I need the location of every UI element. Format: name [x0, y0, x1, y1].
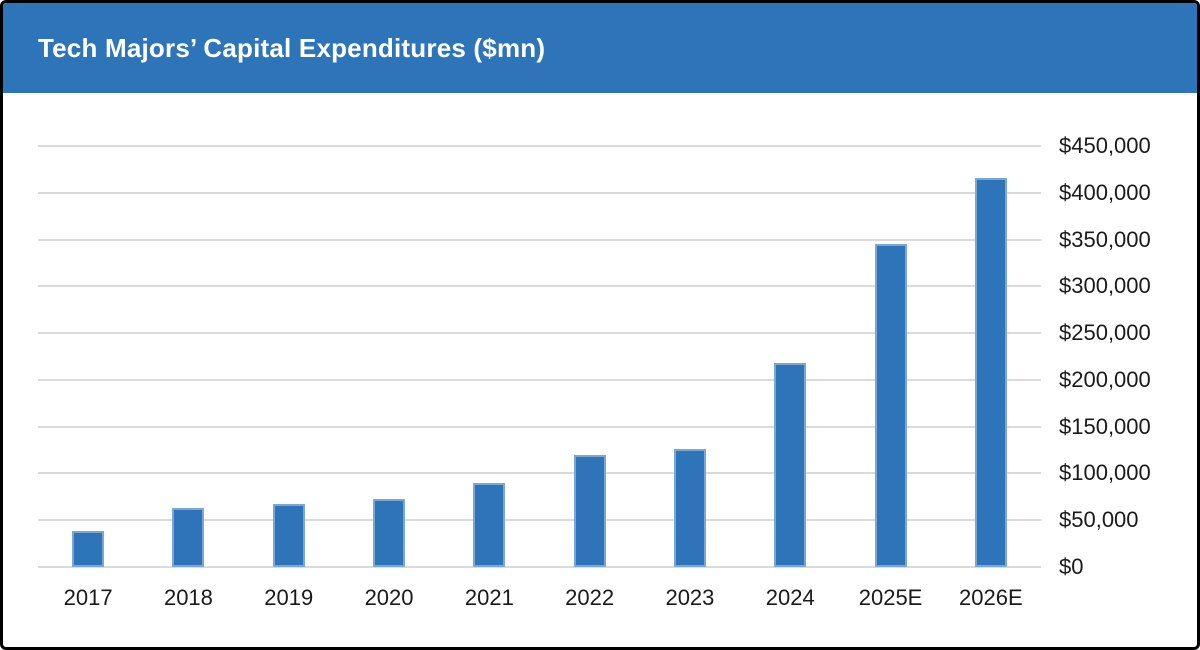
x-axis-tick-label: 2021 [464, 585, 514, 610]
bar-2019 [272, 504, 305, 567]
y-axis-tick-label: $0 [1059, 554, 1084, 579]
gridline [38, 472, 1041, 475]
y-axis-tick-label: $100,000 [1059, 460, 1151, 486]
y-axis-tick-label: $450,000 [1059, 133, 1151, 158]
bar-2021 [473, 483, 506, 567]
bar-2017 [72, 531, 105, 567]
bar-2020 [373, 499, 406, 567]
x-axis-tick-label: 2017 [63, 585, 113, 610]
x-axis-tick-label: 2023 [665, 585, 715, 610]
bar-2022 [573, 455, 606, 567]
x-axis-tick-label: 2026E [959, 585, 1023, 610]
bar-2026E [974, 178, 1007, 567]
gridline [38, 425, 1041, 428]
bar-2023 [673, 449, 706, 567]
y-axis-tick-label: $300,000 [1059, 273, 1151, 299]
x-axis-tick-label: 2020 [364, 585, 414, 610]
x-axis-tick-label: 2018 [163, 585, 213, 610]
x-axis-tick-label: 2022 [565, 585, 615, 610]
gridline [38, 566, 1041, 568]
bar-2024 [774, 363, 807, 567]
bar-2025E [874, 244, 907, 567]
gridline [38, 378, 1041, 381]
x-axis-tick-label: 2024 [765, 585, 815, 610]
x-axis-tick-label: 2025E [858, 585, 923, 610]
bar-2018 [172, 508, 205, 567]
y-axis-tick-label: $400,000 [1059, 179, 1151, 205]
chart-title: Tech Majors’ Capital Expenditures ($mn) [38, 32, 546, 63]
y-axis-tick-label: $200,000 [1059, 366, 1151, 392]
gridline [38, 191, 1041, 194]
gridline [38, 145, 1041, 147]
y-axis-tick-label: $150,000 [1059, 413, 1151, 439]
x-axis-tick-label: 2019 [264, 585, 314, 610]
gridline [38, 519, 1041, 522]
chart-header: Tech Majors’ Capital Expenditures ($mn) [3, 3, 1197, 93]
gridline [38, 332, 1041, 335]
gridline [38, 285, 1041, 288]
y-axis-tick-label: $250,000 [1059, 320, 1151, 346]
gridline [38, 238, 1041, 241]
y-axis-tick-label: $50,000 [1059, 507, 1139, 533]
bar-chart: $450,000 $400,000 $350,000 $300,000 $250,000… [3, 93, 1197, 647]
y-axis-tick-label: $350,000 [1059, 226, 1151, 252]
